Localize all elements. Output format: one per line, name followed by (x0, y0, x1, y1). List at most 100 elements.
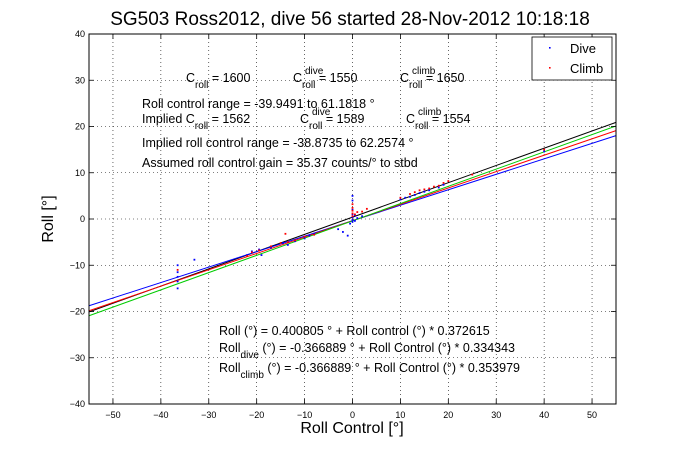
data-point-dive (176, 287, 179, 290)
data-point-dive (361, 215, 363, 218)
y-tick-label: 40 (75, 29, 85, 39)
data-point-dive (193, 258, 196, 261)
data-point-climb (399, 196, 402, 199)
chart-title: SG503 Ross2012, dive 56 started 28-Nov-2… (110, 9, 590, 30)
axis-ticks: −50 −40 −30 −20 −10 0 10 20 30 40 50 −40 −30 −20 −10 0 1… (70, 29, 616, 420)
data-point-dive (418, 192, 421, 194)
annotation-c-roll-dive: Croll = 1550 (293, 71, 357, 91)
x-tick-label: 20 (443, 410, 453, 420)
data-point-climb (351, 209, 354, 212)
data-point-dive (346, 234, 349, 237)
fit-line-implied-fit (88, 125, 617, 317)
data-point-climb (303, 235, 306, 238)
data-point-dive (349, 222, 352, 225)
data-point-dive (399, 198, 402, 201)
x-tick-label: −30 (201, 410, 216, 420)
annotation-range: Roll control range = -39.9491 to 61.1818… (142, 97, 375, 111)
data-point-climb (246, 255, 248, 257)
y-axis-label: Roll [°] (40, 195, 57, 242)
x-tick-label: 0 (350, 410, 355, 420)
data-point-climb (433, 185, 435, 188)
data-points (176, 148, 546, 290)
data-point-dive (250, 250, 253, 253)
x-tick-label: 50 (587, 410, 597, 420)
data-point-climb (423, 188, 426, 191)
data-point-dive (356, 217, 359, 219)
annotation-fit-roll: Roll (°) = 0.400805 ° + Roll control (°)… (219, 324, 490, 338)
annotation-c-roll-climb: Croll = 1650 (400, 71, 464, 91)
y-tick-label: −40 (70, 399, 85, 409)
data-point-climb (351, 203, 354, 206)
data-point-climb (258, 249, 260, 252)
x-tick-label: −50 (105, 410, 120, 420)
data-point-dive (437, 186, 440, 189)
data-point-dive (404, 196, 407, 199)
annotation-implied-c-roll-climb: Croll = 1554 (406, 112, 470, 132)
data-point-climb (176, 268, 179, 271)
data-point-climb (286, 241, 289, 244)
legend: Dive Climb (531, 36, 613, 81)
y-tick-label: −10 (70, 260, 85, 270)
data-point-dive (351, 199, 354, 202)
legend-label-climb: Climb (570, 61, 603, 76)
data-point-climb (409, 193, 411, 195)
data-point-dive (413, 194, 416, 196)
data-point-dive (176, 271, 179, 274)
grid-lines (89, 34, 616, 404)
annotation-fit-roll-dive: Rolldive (°) = -0.366889 ° + Roll Contro… (219, 341, 515, 361)
y-tick-label: 30 (75, 75, 85, 85)
data-point-dive (176, 280, 179, 283)
data-point-dive (351, 194, 354, 197)
data-point-climb (365, 207, 368, 210)
data-point-dive (286, 244, 289, 246)
data-point-dive (303, 237, 306, 240)
annotations: Croll = 1600 Croll = 1550 dive Croll = 1… (142, 66, 520, 381)
y-tick-label: −20 (70, 307, 85, 317)
annotation-fit-roll-climb: Rollclimb (°) = -0.366889 ° + Roll Contr… (219, 361, 520, 381)
y-tick-label: −30 (70, 353, 85, 363)
data-point-dive (176, 275, 179, 278)
data-point-climb (471, 173, 474, 176)
data-point-climb (428, 187, 431, 190)
data-point-climb (313, 233, 316, 236)
data-point-climb (413, 191, 416, 194)
data-point-climb (361, 210, 363, 213)
data-point-dive (337, 228, 340, 231)
data-point-climb (270, 245, 272, 248)
data-point-climb (294, 239, 296, 242)
data-point-dive (351, 213, 354, 216)
data-point-dive (282, 242, 284, 244)
data-point-dive (270, 246, 272, 249)
data-point-dive (423, 190, 426, 193)
data-point-dive (351, 219, 354, 221)
y-tick-label: 10 (75, 168, 85, 178)
data-point-climb (351, 215, 354, 218)
data-point-climb (437, 184, 440, 187)
legend-label-dive: Dive (570, 41, 596, 56)
x-tick-label: 10 (395, 410, 405, 420)
annotation-implied-c-roll-dive-sup: dive (312, 107, 331, 118)
data-point-dive (308, 234, 311, 237)
data-point-dive (342, 231, 344, 233)
data-point-climb (356, 211, 359, 213)
x-tick-label: 30 (491, 410, 501, 420)
data-point-climb (543, 148, 546, 151)
annotation-implied-c-roll-climb-sup: climb (418, 107, 442, 118)
data-point-climb (353, 213, 356, 216)
annotation-c-roll: Croll = 1600 (186, 71, 250, 91)
data-point-climb (279, 242, 282, 244)
data-point-dive (313, 232, 316, 235)
data-point-dive (428, 189, 431, 192)
annotation-implied-c-roll: Implied Croll = 1562 (142, 112, 250, 132)
data-point-climb (442, 182, 445, 184)
legend-box (531, 36, 613, 81)
data-point-dive (176, 264, 179, 267)
y-tick-label: 0 (80, 214, 85, 224)
data-point-dive (351, 220, 354, 223)
data-point-dive (260, 254, 263, 256)
data-point-dive (294, 240, 296, 243)
data-point-dive (409, 195, 411, 198)
data-point-dive (442, 183, 445, 186)
y-tick-label: 20 (75, 122, 85, 132)
